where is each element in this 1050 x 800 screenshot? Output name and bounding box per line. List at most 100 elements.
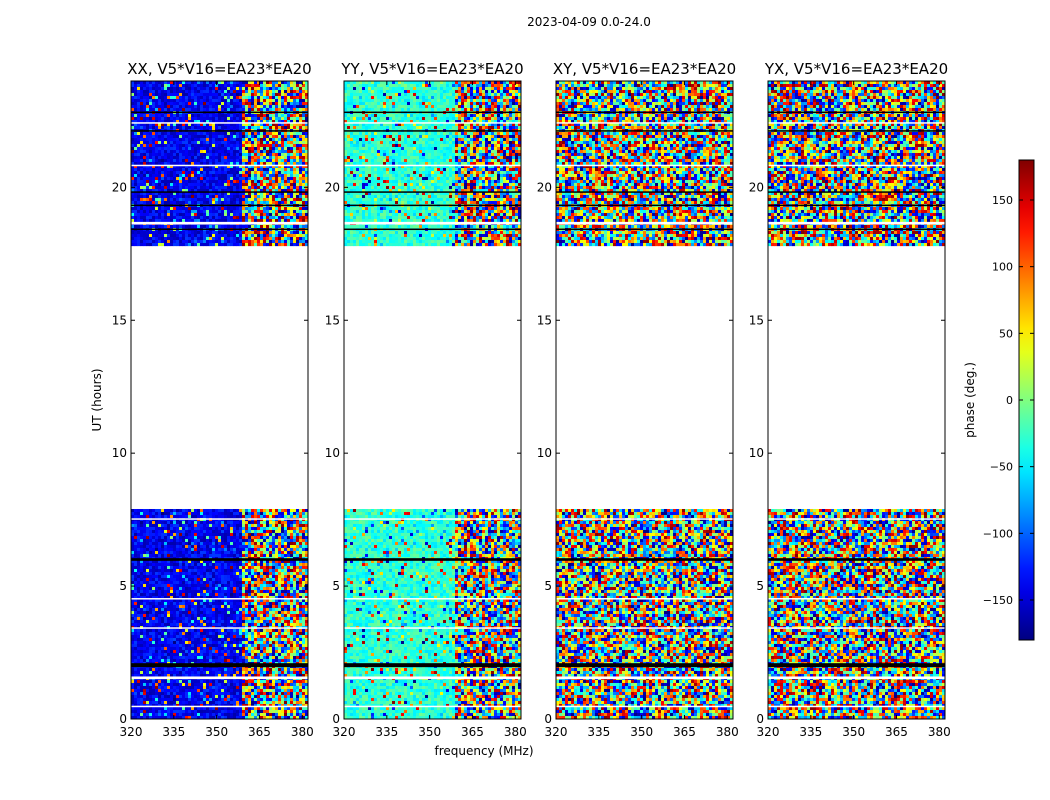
heatmap-cell	[194, 96, 198, 100]
heatmap-cell	[188, 616, 192, 621]
heatmap-cell	[176, 108, 180, 112]
heatmap-cell	[185, 544, 189, 549]
heatmap-cell	[287, 562, 291, 567]
heatmap-cell	[215, 511, 219, 516]
heatmap-cell	[302, 655, 306, 660]
heatmap-cell	[206, 715, 210, 720]
heatmap-cell	[302, 589, 306, 594]
heatmap-cell	[224, 688, 228, 693]
heatmap-cell	[137, 538, 141, 543]
heatmap-cell	[221, 90, 225, 94]
heatmap-cell	[293, 679, 297, 684]
heatmap-cell	[278, 589, 282, 594]
heatmap-cell	[287, 538, 291, 543]
heatmap-cell	[221, 688, 225, 693]
heatmap-cell	[269, 532, 273, 537]
heatmap-cell	[185, 117, 189, 121]
heatmap-cell	[167, 586, 171, 591]
heatmap-cell	[239, 622, 243, 627]
heatmap-cell	[209, 571, 213, 576]
heatmap-cell	[197, 706, 201, 711]
heatmap-cell	[290, 550, 294, 555]
heatmap-cell	[179, 96, 183, 100]
heatmap-cell	[224, 544, 228, 549]
heatmap-cell	[170, 658, 174, 663]
heatmap-cell	[140, 607, 144, 612]
heatmap-cell	[278, 610, 282, 615]
heatmap-cell	[170, 583, 174, 588]
heatmap-cell	[164, 108, 168, 112]
heatmap-cell	[209, 598, 213, 603]
heatmap-cell	[158, 646, 162, 651]
heatmap-cell	[284, 562, 288, 567]
heatmap-cell	[173, 529, 177, 534]
heatmap-cell	[305, 523, 309, 528]
heatmap-cell	[233, 105, 237, 109]
heatmap-cell	[266, 568, 270, 573]
heatmap-cell	[254, 93, 258, 97]
heatmap-cell	[272, 553, 276, 558]
heatmap-cell	[209, 712, 213, 717]
heatmap-cell	[287, 667, 291, 672]
heatmap-cell	[146, 577, 150, 582]
heatmap-cell	[296, 631, 300, 636]
heatmap-cell	[140, 619, 144, 624]
heatmap-cell	[167, 508, 171, 513]
heatmap-cell	[257, 547, 261, 552]
heatmap-cell	[134, 541, 138, 546]
heatmap-cell	[182, 667, 186, 672]
heatmap-cell	[260, 568, 264, 573]
heatmap-cell	[221, 586, 225, 591]
heatmap-cell	[302, 568, 306, 573]
heatmap-cell	[242, 688, 246, 693]
heatmap-cell	[242, 601, 246, 606]
heatmap-cell	[239, 691, 243, 696]
heatmap-cell	[182, 535, 186, 540]
heatmap-cell	[275, 628, 279, 633]
heatmap-cell	[266, 508, 270, 513]
heatmap-cell	[269, 670, 273, 675]
heatmap-cell	[140, 511, 144, 516]
heatmap-cell	[305, 571, 309, 576]
heatmap-cell	[173, 634, 177, 639]
heatmap-cell	[209, 652, 213, 657]
heatmap-cell	[152, 99, 156, 103]
heatmap-cell	[281, 706, 285, 711]
heatmap-cell	[260, 81, 264, 85]
heatmap-cell	[230, 655, 234, 660]
heatmap-cell	[260, 610, 264, 615]
heatmap-cell	[158, 108, 162, 112]
heatmap-cell	[131, 643, 135, 648]
heatmap-cell	[203, 613, 207, 618]
heatmap-cell	[134, 565, 138, 570]
heatmap-cell	[242, 508, 246, 513]
heatmap-cell	[212, 514, 216, 519]
heatmap-cell	[137, 553, 141, 558]
heatmap-cell	[161, 550, 165, 555]
heatmap-cell	[290, 529, 294, 534]
heatmap-cell	[245, 598, 249, 603]
heatmap-cell	[287, 90, 291, 94]
heatmap-cell	[185, 616, 189, 621]
heatmap-cell	[188, 679, 192, 684]
heatmap-cell	[197, 577, 201, 582]
heatmap-cell	[200, 592, 204, 597]
heatmap-cell	[284, 595, 288, 600]
heatmap-cell	[230, 565, 234, 570]
heatmap-cell	[143, 706, 147, 711]
heatmap-cell	[242, 658, 246, 663]
heatmap-cell	[245, 529, 249, 534]
heatmap-cell	[299, 538, 303, 543]
heatmap-cell	[218, 634, 222, 639]
heatmap-cell	[227, 511, 231, 516]
heatmap-cell	[152, 673, 156, 678]
heatmap-cell	[248, 96, 252, 100]
heatmap-cell	[176, 538, 180, 543]
heatmap-cell	[272, 87, 276, 91]
heatmap-cell	[299, 670, 303, 675]
heatmap-cell	[281, 616, 285, 621]
heatmap-cell	[230, 712, 234, 717]
heatmap-cell	[296, 523, 300, 528]
heatmap-cell	[164, 697, 168, 702]
